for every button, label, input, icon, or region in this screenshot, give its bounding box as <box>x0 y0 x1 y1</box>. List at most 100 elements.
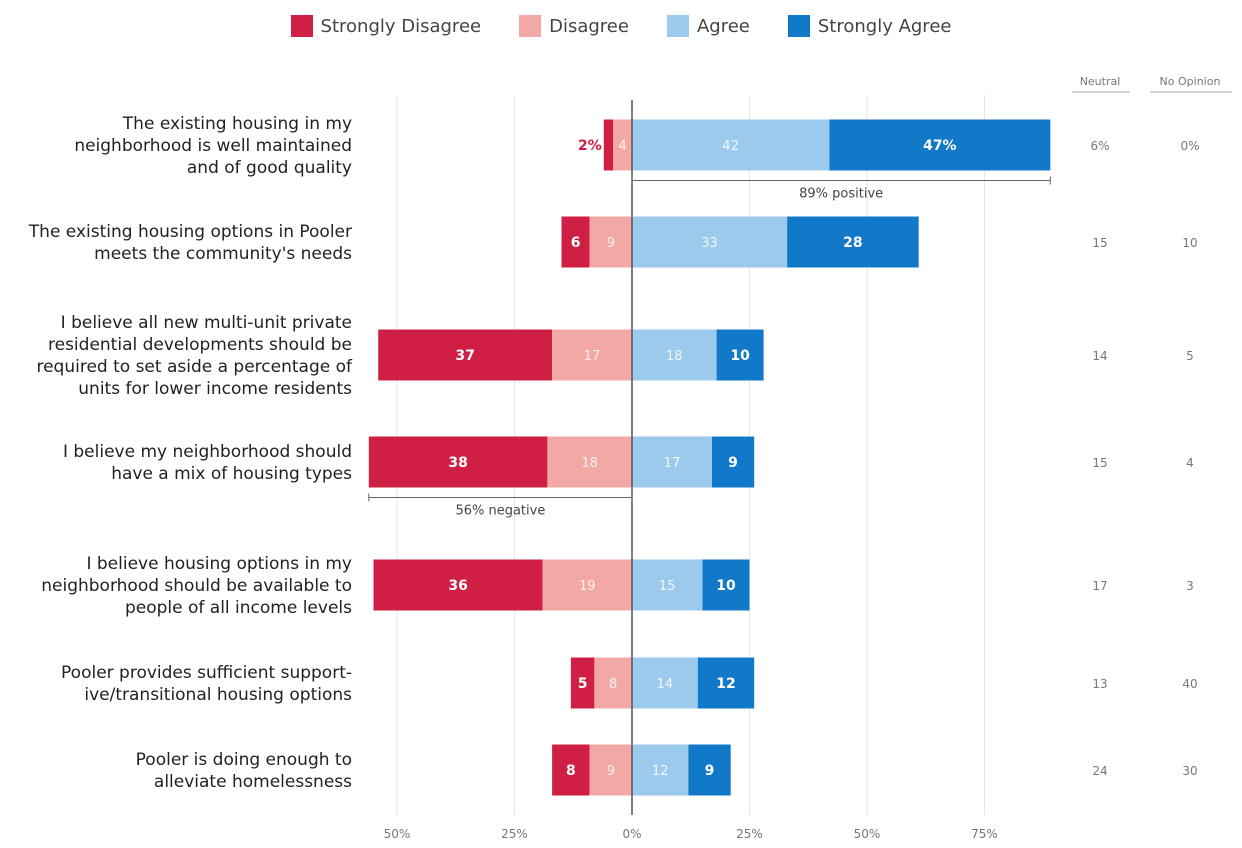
annotation-label: 89% positive <box>799 187 883 202</box>
bar-value-label: 5 <box>578 676 588 692</box>
neutral-value: 15 <box>1092 236 1107 250</box>
statement-label: ive/transitional housing options <box>84 685 352 705</box>
bar-value-label: 9 <box>705 763 715 779</box>
statement-label: people of all income levels <box>125 598 352 618</box>
legend-label: Agree <box>696 15 750 37</box>
statement-label: Pooler is doing enough to <box>136 750 352 770</box>
bar-disagree <box>589 744 632 796</box>
legend-swatch <box>519 15 542 37</box>
legend-label: Strongly Disagree <box>320 15 482 37</box>
no-opinion-value: 30 <box>1182 764 1197 778</box>
legend-swatch <box>787 15 810 37</box>
legend-label: Disagree <box>549 15 629 37</box>
bar-strongly-agree <box>688 744 731 796</box>
legend-swatch <box>666 15 689 37</box>
bar-agree <box>632 744 689 796</box>
no-opinion-value: 4 <box>1186 456 1194 470</box>
bar-value-label: 28 <box>843 235 862 251</box>
bar-value-label: 18 <box>666 349 683 364</box>
no-opinion-value: 10 <box>1182 236 1197 250</box>
neutral-value: 15 <box>1092 456 1107 470</box>
bar-strongly-agree <box>702 559 750 611</box>
bar-value-label: 8 <box>609 677 617 692</box>
bar-value-label: 9 <box>607 236 615 251</box>
bar-strongly-disagree <box>561 216 590 268</box>
bar-value-label: 47% <box>923 138 957 154</box>
bar-strongly-disagree <box>552 744 590 796</box>
annotation-label: 56% negative <box>455 504 545 519</box>
bar-strongly-disagree <box>368 436 548 488</box>
neutral-value: 6% <box>1090 139 1109 153</box>
bar-strongly-agree <box>711 436 755 488</box>
bar-strongly-disagree <box>603 119 614 171</box>
bar-strongly-agree <box>787 216 919 268</box>
bar-value-label: 6 <box>571 235 581 251</box>
no-opinion-value: 0% <box>1180 139 1199 153</box>
x-tick-label: 50% <box>854 827 881 841</box>
bar-value-label: 15 <box>659 579 676 594</box>
bar-value-label: 10 <box>716 578 736 594</box>
bar-disagree <box>589 216 632 268</box>
statement-label: The existing housing in my <box>122 114 352 134</box>
statement-label: I believe housing options in my <box>86 554 352 574</box>
bar-value-label: 8 <box>566 763 576 779</box>
x-tick-label: 25% <box>736 827 763 841</box>
bar-agree <box>632 119 830 171</box>
no-opinion-value: 5 <box>1186 349 1194 363</box>
bar-value-label: 12 <box>652 764 669 779</box>
bar-disagree <box>613 119 632 171</box>
bar-value-label: 19 <box>579 579 596 594</box>
statement-label: neighborhood should be available to <box>41 576 352 596</box>
bar-value-label: 17 <box>664 456 681 471</box>
bar-agree <box>632 559 703 611</box>
bar-disagree <box>552 329 632 381</box>
bar-value-label: 42 <box>722 139 739 154</box>
legend-label: Strongly Agree <box>817 15 952 37</box>
x-tick-label: 75% <box>971 827 998 841</box>
bar-strongly-disagree <box>373 559 543 611</box>
statement-label: I believe all new multi-unit private <box>61 313 352 333</box>
neutral-value: 14 <box>1092 349 1107 363</box>
x-tick-label: 25% <box>501 827 528 841</box>
statement-label: Pooler provides sufficient support- <box>61 663 352 683</box>
bar-strongly-agree <box>716 329 764 381</box>
legend-item-strongly-agree: Strongly Agree <box>787 15 952 37</box>
legend: Strongly Disagree Disagree Agree Strongl… <box>0 10 1242 42</box>
bar-disagree <box>547 436 632 488</box>
bar-agree <box>632 216 788 268</box>
bar-value-label: 4 <box>618 139 626 154</box>
bar-value-label: 33 <box>701 236 718 251</box>
bar-strongly-disagree <box>570 657 595 709</box>
bar-agree <box>632 657 698 709</box>
bar-value-label: 12 <box>716 676 735 692</box>
bar-agree <box>632 329 717 381</box>
bar-value-label: 9 <box>607 764 615 779</box>
no-opinion-column-header: No Opinion <box>1160 75 1221 88</box>
bar-value-label: 38 <box>448 455 467 471</box>
bar-value-label: 37 <box>455 348 474 364</box>
bar-strongly-disagree <box>378 329 553 381</box>
neutral-column-header: Neutral <box>1080 75 1121 88</box>
x-tick-label: 0% <box>622 827 641 841</box>
statement-label: residential developments should be <box>48 335 352 355</box>
neutral-value: 13 <box>1092 677 1107 691</box>
bar-strongly-agree <box>697 657 755 709</box>
statement-label: units for lower income residents <box>78 379 352 399</box>
no-opinion-value: 3 <box>1186 579 1194 593</box>
bar-value-label: 18 <box>581 456 598 471</box>
x-tick-label: 50% <box>384 827 411 841</box>
statement-label: have a mix of housing types <box>111 464 352 484</box>
bar-disagree <box>594 657 632 709</box>
bar-value-label: 9 <box>728 455 738 471</box>
bar-disagree <box>542 559 632 611</box>
bar-agree <box>632 436 712 488</box>
bar-value-label: 2% <box>578 138 602 154</box>
neutral-value: 17 <box>1092 579 1107 593</box>
statement-label: neighborhood is well maintained <box>74 136 352 156</box>
bar-value-label: 14 <box>657 677 674 692</box>
legend-swatch <box>290 15 313 37</box>
bar-strongly-agree <box>829 119 1051 171</box>
no-opinion-value: 40 <box>1182 677 1197 691</box>
neutral-value: 24 <box>1092 764 1107 778</box>
